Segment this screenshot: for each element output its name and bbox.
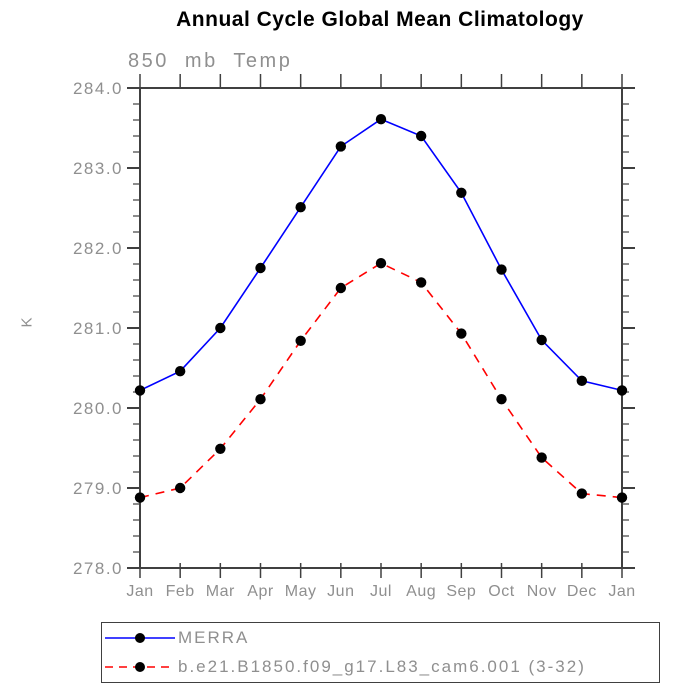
legend-label-merra: MERRA <box>178 628 250 648</box>
legend-label-model: b.e21.B1850.f09_g17.L83_cam6.001 (3-32) <box>178 656 586 676</box>
merra-data-point <box>295 202 306 213</box>
plot-frame <box>139 87 623 569</box>
legend-item-merra: MERRA <box>102 625 659 651</box>
model-data-point <box>174 482 186 494</box>
legend-sample-marker <box>135 661 145 672</box>
chart-title: Annual Cycle Global Mean Climatology <box>176 8 584 31</box>
merra-data-point <box>536 334 547 346</box>
legend-item-model: b.e21.B1850.f09_g17.L83_cam6.001 (3-32) <box>102 654 659 680</box>
merra-data-point <box>496 264 507 275</box>
x-tick-label: Jan <box>126 583 153 600</box>
merra-line-sample-icon <box>105 633 175 644</box>
model-data-point <box>536 452 547 463</box>
merra-data-point <box>375 114 387 125</box>
y-tick-label: 283.0 <box>73 159 123 178</box>
y-tick-label: 282.0 <box>73 239 123 258</box>
x-tick-label: Nov <box>527 583 557 600</box>
merra-line <box>139 118 623 392</box>
x-tick-label: Sep <box>446 583 476 600</box>
x-tick-label: Jul <box>370 583 392 600</box>
model-data-point <box>496 394 507 405</box>
x-tick-label: Apr <box>247 583 274 600</box>
x-tick-label: Oct <box>488 583 514 600</box>
model-data-point <box>576 488 588 499</box>
merra-data-point <box>576 375 588 386</box>
x-tick-label: Mar <box>206 583 235 600</box>
model-data-point <box>215 443 226 454</box>
x-tick-label: May <box>285 583 317 600</box>
merra-data-point <box>456 187 467 198</box>
y-tick-label: 281.0 <box>73 319 123 338</box>
model-data-point <box>415 277 427 288</box>
merra-data-point <box>174 366 186 377</box>
model-data-point <box>295 335 306 346</box>
x-tick-label: Aug <box>406 583 436 600</box>
model-data-point <box>616 492 628 503</box>
x-tick-label: Feb <box>166 583 195 600</box>
y-tick-label: 280.0 <box>73 399 123 418</box>
merra-data-point <box>415 130 427 142</box>
merra-data-point <box>335 141 347 152</box>
model-data-point <box>134 492 146 503</box>
merra-data-point <box>255 262 266 274</box>
model-line-sample-icon <box>105 661 175 672</box>
merra-data-point <box>616 385 628 396</box>
merra-data-point <box>215 322 226 334</box>
x-tick-label: Jan <box>608 583 635 600</box>
chart-subtitle: 850 mb Temp <box>128 50 293 72</box>
y-tick-label: 279.0 <box>73 479 123 498</box>
y-tick-label: 278.0 <box>73 559 123 578</box>
model-data-point <box>335 282 347 294</box>
model-data-point <box>255 394 266 405</box>
model-line <box>139 262 623 499</box>
x-tick-label: Dec <box>567 583 597 600</box>
x-tick-label: Jun <box>327 583 354 600</box>
legend-box: MERRA b.e21.B1850.f09_g17.L83_cam6.001 (… <box>101 622 660 683</box>
model-data-point <box>456 328 467 339</box>
merra-data-point <box>134 385 146 396</box>
y-tick-label: 284.0 <box>73 79 123 98</box>
legend-sample-marker <box>135 633 145 644</box>
model-data-point <box>375 258 387 269</box>
